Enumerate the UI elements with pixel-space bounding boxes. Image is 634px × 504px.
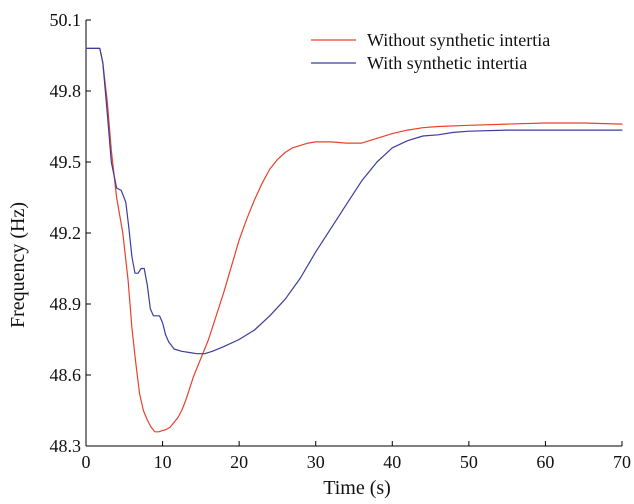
series-lines [86,48,622,431]
x-tick-label: 10 [154,452,172,472]
series-line-1 [86,48,622,431]
x-tick-label: 0 [82,452,91,472]
y-tick-label: 48.3 [50,436,82,456]
x-tick-label: 40 [383,452,401,472]
y-axis-label: Frequency (Hz) [7,202,29,328]
y-tick-label: 49.2 [50,223,82,243]
x-tick-label: 70 [613,452,631,472]
legend: Without synthetic intertia With synthetic… [311,30,550,73]
y-tick-label: 50.1 [50,10,82,30]
y-tick-label: 48.6 [50,365,82,385]
y-tick-label: 49.5 [50,152,82,172]
legend-label-2: With synthetic intertia [367,53,527,73]
x-tick-label: 50 [460,452,478,472]
x-tick-label: 20 [230,452,248,472]
plot-frame [86,20,622,446]
x-axis-label: Time (s) [323,477,391,499]
legend-label-1: Without synthetic intertia [367,30,550,50]
y-tick-label: 49.8 [50,81,82,101]
x-tick-label: 60 [536,452,554,472]
x-tick-label: 30 [307,452,325,472]
y-tick-label: 48.9 [50,294,82,314]
y-axis-ticks: 48.3 48.6 48.9 49.2 49.5 49.8 50.1 [50,10,92,456]
series-line-2 [86,48,622,353]
